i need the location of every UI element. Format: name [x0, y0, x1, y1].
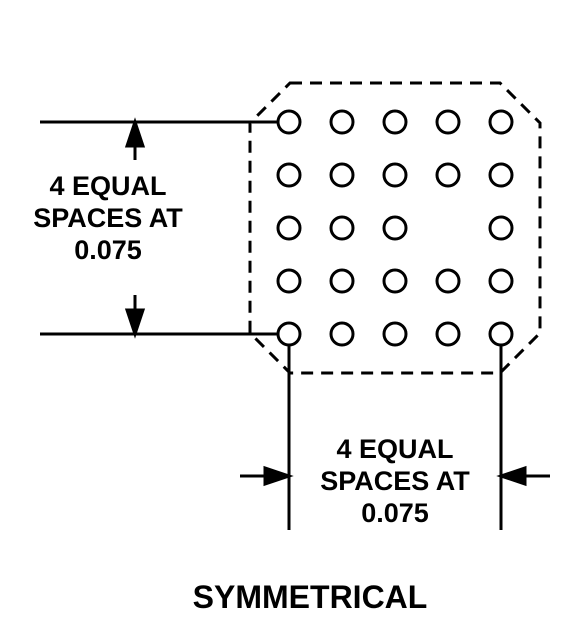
pin — [437, 164, 459, 186]
bottom-dim-label-1: 4 EQUAL — [336, 434, 453, 464]
bottom-dim-label-3: 0.075 — [361, 498, 429, 528]
pin — [384, 270, 406, 292]
pin — [490, 270, 512, 292]
pin — [278, 323, 300, 345]
diagram-svg: 4 EQUAL SPACES AT 0.075 4 EQUAL SPACES A… — [0, 0, 588, 644]
pin — [331, 164, 353, 186]
pin — [490, 323, 512, 345]
bottom-dim-label-2: SPACES AT — [320, 466, 470, 496]
pin — [437, 323, 459, 345]
labels: 4 EQUAL SPACES AT 0.075 4 EQUAL SPACES A… — [33, 171, 470, 615]
footer-label: SYMMETRICAL — [193, 579, 428, 615]
pin — [490, 111, 512, 133]
pin — [278, 164, 300, 186]
pin-grid — [278, 111, 512, 345]
pin — [384, 111, 406, 133]
pin — [384, 164, 406, 186]
pin — [437, 111, 459, 133]
pin — [490, 164, 512, 186]
pin — [384, 323, 406, 345]
package-outline — [250, 83, 540, 373]
pin — [331, 270, 353, 292]
pin — [490, 217, 512, 239]
pin — [278, 111, 300, 133]
engineering-diagram: 4 EQUAL SPACES AT 0.075 4 EQUAL SPACES A… — [0, 0, 588, 644]
pin — [437, 270, 459, 292]
pin — [331, 323, 353, 345]
left-dim-label-2: SPACES AT — [33, 203, 183, 233]
pin — [384, 217, 406, 239]
pin — [278, 270, 300, 292]
pin — [278, 217, 300, 239]
left-dim-label-3: 0.075 — [74, 235, 142, 265]
pin — [331, 111, 353, 133]
pin — [331, 217, 353, 239]
left-dim-label-1: 4 EQUAL — [49, 171, 166, 201]
